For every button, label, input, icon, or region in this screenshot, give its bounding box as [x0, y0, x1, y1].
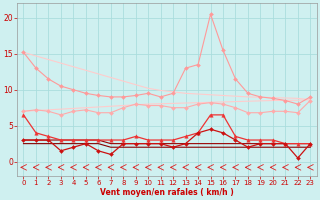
X-axis label: Vent moyen/en rafales ( km/h ): Vent moyen/en rafales ( km/h ) — [100, 188, 234, 197]
